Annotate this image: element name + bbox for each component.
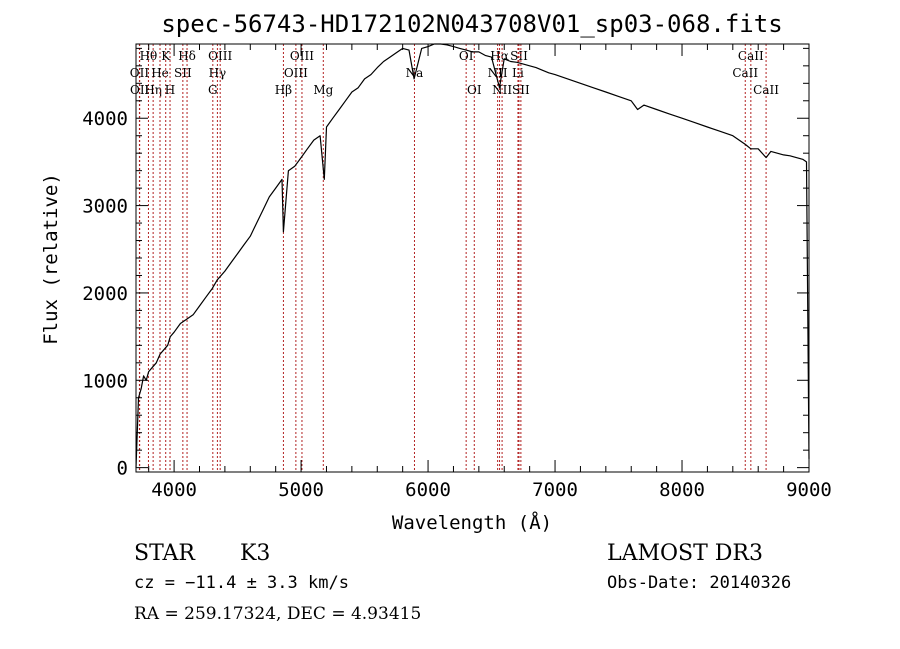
spectral-line-label: OII xyxy=(130,83,150,97)
spectral-line-label: OIII xyxy=(290,49,314,63)
spectral-line-label: Mg xyxy=(313,83,333,97)
spectral-line-label: K xyxy=(161,49,171,63)
spectral-line-label: CaII xyxy=(753,83,779,97)
spectral-line-label: SII xyxy=(510,49,528,63)
y-axis-ticks: 0 1000 2000 3000 4000 xyxy=(82,47,809,480)
x-tick-label: 6000 xyxy=(405,479,451,501)
spectral-line-label: SII xyxy=(174,66,192,80)
redshift-label: cz = −11.4 ± 3.3 km/s xyxy=(134,573,349,593)
spectral-line-label: OIII xyxy=(284,66,308,80)
x-tick-label: 9000 xyxy=(786,479,832,501)
spectral-line-label: SII xyxy=(512,83,530,97)
object-type: STAR xyxy=(134,541,196,566)
series-layer xyxy=(135,43,810,468)
spectral-line-label: Hδ xyxy=(178,49,196,63)
spectral-line-label: OI xyxy=(467,83,482,97)
x-axis-label: Wavelength (Å) xyxy=(392,511,552,534)
y-tick-label: 4000 xyxy=(82,108,128,130)
y-tick-label: 0 xyxy=(117,458,128,480)
spectral-line-label: Li xyxy=(512,66,524,80)
spectral-line-label: OIII xyxy=(208,49,232,63)
survey-name: LAMOST DR3 xyxy=(607,541,763,566)
chart-title: spec-56743-HD172102N043708V01_sp03-068.f… xyxy=(161,10,782,38)
x-tick-label: 7000 xyxy=(532,479,578,501)
spectral-line-label: NII xyxy=(492,83,512,97)
spectral-line-label: OI xyxy=(459,49,474,63)
spectrum-line xyxy=(135,43,810,468)
spectral-line-label: H xyxy=(165,83,175,97)
spectral-line-label: G xyxy=(208,83,218,97)
coordinates: RA = 259.17324, DEC = 4.93415 xyxy=(134,604,421,624)
x-tick-label: 5000 xyxy=(278,479,324,501)
spectral-line-label: Hγ xyxy=(209,66,227,80)
spectral-subclass: K3 xyxy=(240,541,270,566)
spectral-line-label: CaII xyxy=(732,66,758,80)
spectral-line-label: Hθ xyxy=(140,49,158,63)
spectral-line-label: NII xyxy=(488,66,508,80)
x-tick-label: 4000 xyxy=(151,479,197,501)
spectral-line-label: Hη xyxy=(144,83,162,97)
observation-date: Obs-Date: 20140326 xyxy=(607,573,791,593)
plot-frame xyxy=(135,43,810,473)
y-tick-label: 2000 xyxy=(82,283,128,305)
x-axis-ticks: 4000 5000 6000 7000 8000 9000 xyxy=(148,44,832,501)
x-tick-label: 8000 xyxy=(659,479,705,501)
y-tick-label: 3000 xyxy=(82,196,128,218)
spectral-line-label: He xyxy=(151,66,169,80)
y-axis-label: Flux (relative) xyxy=(40,173,62,345)
spectral-line-label: Hβ xyxy=(275,83,292,97)
spectral-line-label: CaII xyxy=(738,49,764,63)
y-tick-label: 1000 xyxy=(82,370,128,392)
spectral-line-label: Na xyxy=(406,66,424,80)
